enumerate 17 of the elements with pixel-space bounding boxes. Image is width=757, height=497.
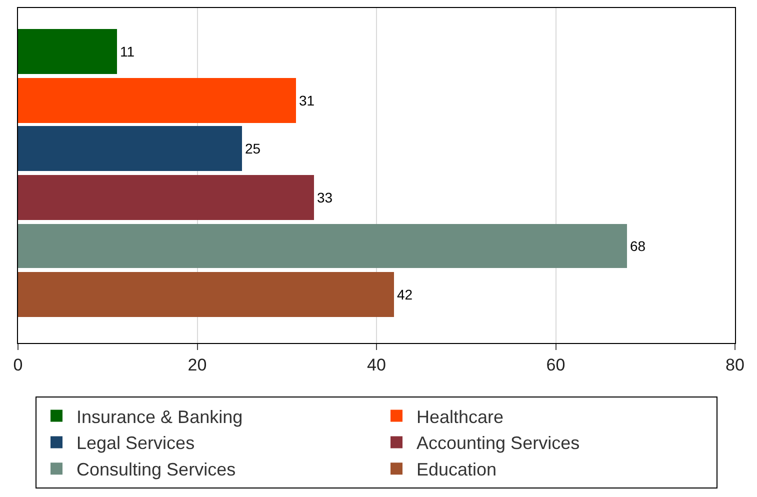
- data-label: 42: [397, 286, 413, 302]
- x-tick-label: 20: [188, 355, 207, 374]
- data-label: 33: [317, 190, 333, 206]
- data-label: 68: [630, 238, 646, 254]
- legend-label: Consulting Services: [76, 460, 236, 480]
- legend-label: Legal Services: [76, 433, 195, 454]
- legend-label: Accounting Services: [416, 433, 580, 454]
- x-tick-label: 40: [367, 355, 386, 374]
- x-tick-label: 60: [546, 355, 566, 374]
- data-label: 31: [299, 92, 315, 108]
- legend-label: Healthcare: [416, 406, 504, 427]
- data-label: 11: [120, 44, 135, 60]
- x-tick-label: 80: [726, 355, 744, 374]
- legend-label: Insurance & Banking: [76, 406, 243, 427]
- x-tick-label: 0: [13, 355, 23, 374]
- legend-label: Education: [416, 460, 497, 480]
- data-label: 25: [245, 140, 261, 156]
